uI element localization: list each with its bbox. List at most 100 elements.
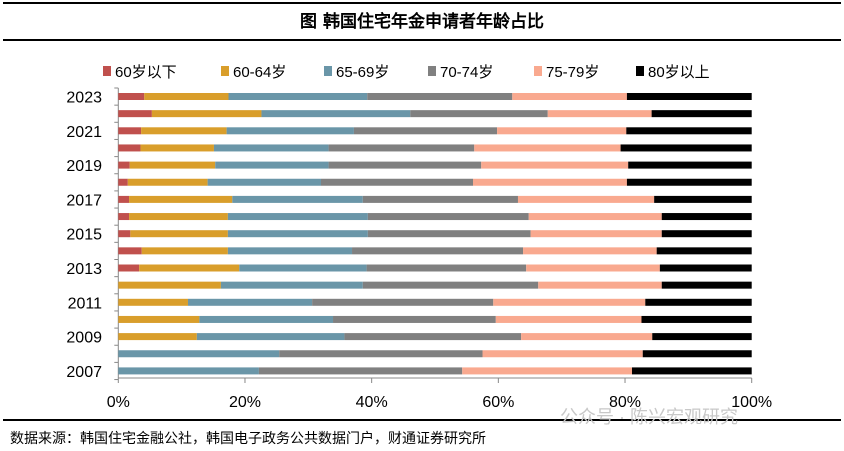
bar-2008-2: [118, 350, 280, 358]
bar-2016-0: [118, 213, 130, 221]
bar-2016-3: [367, 213, 529, 221]
x-tick-label: 100%: [731, 394, 772, 411]
bar-2007-5: [631, 367, 752, 375]
bar-2016-2: [227, 213, 368, 221]
y-tick-label: 2009: [66, 330, 102, 347]
bar-2015-5: [661, 230, 752, 238]
y-tick-label: 2015: [66, 227, 102, 244]
bar-2017-4: [517, 195, 655, 203]
bar-2021-3: [353, 127, 498, 135]
bar-2023-3: [367, 93, 513, 100]
stacked-bar-chart: 60岁以下 60-64岁 65-69岁 70-74岁 75-79岁 80岁以上 0% 20% 4…: [66, 64, 772, 411]
y-tick-label: 2017: [66, 192, 102, 209]
bar-2014-3: [352, 247, 524, 255]
y-tick-label: 2013: [66, 261, 102, 278]
bar-2017-5: [654, 195, 752, 203]
bar-2020-2: [213, 144, 329, 152]
bar-2014-1: [141, 247, 228, 255]
legend-label-4: 75-79岁: [546, 64, 599, 81]
y-tick-label: 2011: [68, 295, 103, 312]
bar-2011-5: [645, 298, 752, 306]
bar-2011-1: [118, 298, 188, 306]
bar-2013-2: [239, 264, 367, 272]
bar-2009-5: [652, 333, 752, 341]
bar-2014-0: [118, 247, 142, 255]
watermark: 公众号 · 陈兴宏观研究: [560, 407, 738, 427]
bar-2018-2: [207, 178, 321, 186]
bar-2008-4: [482, 350, 643, 358]
bar-2007-2: [118, 367, 259, 375]
bar-2021-0: [118, 127, 142, 135]
bar-2018-3: [320, 178, 474, 186]
bar-2010-5: [641, 315, 752, 323]
bar-2019-0: [118, 161, 130, 169]
bar-2008-5: [642, 350, 752, 358]
bar-2020-1: [140, 144, 214, 152]
bar-2012-1: [118, 281, 221, 289]
bar-2019-4: [481, 161, 629, 169]
legend-swatch-4: [534, 66, 542, 76]
bar-2021-2: [226, 127, 354, 135]
x-tick-label: 80%: [609, 394, 641, 411]
bar-2021-4: [497, 127, 627, 135]
bar-2020-3: [328, 144, 475, 152]
bar-2023-5: [626, 93, 752, 100]
y-tick-label: 2007: [66, 364, 102, 381]
source-note: 数据来源：韩国住宅金融公社，韩国电子政务公共数据门户，财通证券研究所: [10, 431, 486, 447]
bar-2012-3: [362, 281, 539, 289]
bar-2017-1: [129, 195, 233, 203]
bar-2009-1: [118, 333, 197, 341]
x-tick-label: 20%: [229, 394, 261, 411]
bar-2015-1: [130, 230, 228, 238]
bar-2007-3: [258, 367, 463, 375]
y-tick-label: 2021: [66, 124, 102, 141]
bar-2009-4: [521, 333, 653, 341]
bar-2010-2: [199, 315, 334, 323]
bar-2012-5: [661, 281, 752, 289]
bar-2011-4: [493, 298, 646, 306]
legend-label-5: 80岁以上: [648, 64, 710, 81]
legend-swatch-3: [428, 66, 436, 76]
bar-2019-1: [129, 161, 216, 169]
legend-label-1: 60-64岁: [233, 64, 286, 81]
bar-2015-3: [367, 230, 531, 238]
bar-2019-5: [628, 161, 752, 169]
bar-2015-4: [530, 230, 662, 238]
bottom-rule: [3, 419, 841, 421]
bar-2019-2: [215, 161, 329, 169]
bar-2020-0: [118, 144, 141, 152]
x-tick-label: 0%: [107, 394, 130, 411]
bar-2018-4: [473, 178, 627, 186]
top-rule: [3, 2, 841, 4]
bar-2011-2: [187, 298, 313, 306]
bar-2015-0: [118, 230, 131, 238]
bar-2012-2: [220, 281, 363, 289]
bar-2010-1: [118, 315, 200, 323]
bar-2010-3: [333, 315, 496, 323]
bar-2014-2: [227, 247, 353, 255]
bar-2018-0: [118, 178, 128, 186]
bar-2015-2: [227, 230, 368, 238]
legend-label-0: 60岁以下: [115, 64, 177, 81]
bar-2009-2: [196, 333, 345, 341]
bar-2016-5: [661, 213, 752, 221]
bar-2017-3: [362, 195, 518, 203]
legend-label-3: 70-74岁: [440, 64, 493, 81]
legend-swatch-0: [103, 66, 111, 76]
x-tick-label: 40%: [356, 394, 388, 411]
bar-2016-4: [528, 213, 662, 221]
bar-2022-2: [261, 110, 411, 118]
bar-2018-5: [626, 178, 752, 186]
bar-2022-4: [547, 110, 652, 118]
chart-title: 图 韩国住宅年金申请者年龄占比: [300, 12, 544, 32]
bar-2023-2: [228, 93, 368, 100]
bar-2007-4: [462, 367, 632, 375]
bar-2014-5: [656, 247, 752, 255]
bar-2013-5: [659, 264, 752, 272]
title-rule: [3, 39, 841, 41]
bar-2022-1: [151, 110, 262, 118]
bar-2023-1: [144, 93, 229, 100]
bar-2020-5: [620, 144, 752, 152]
bar-2021-5: [626, 127, 752, 135]
bar-2013-3: [366, 264, 527, 272]
